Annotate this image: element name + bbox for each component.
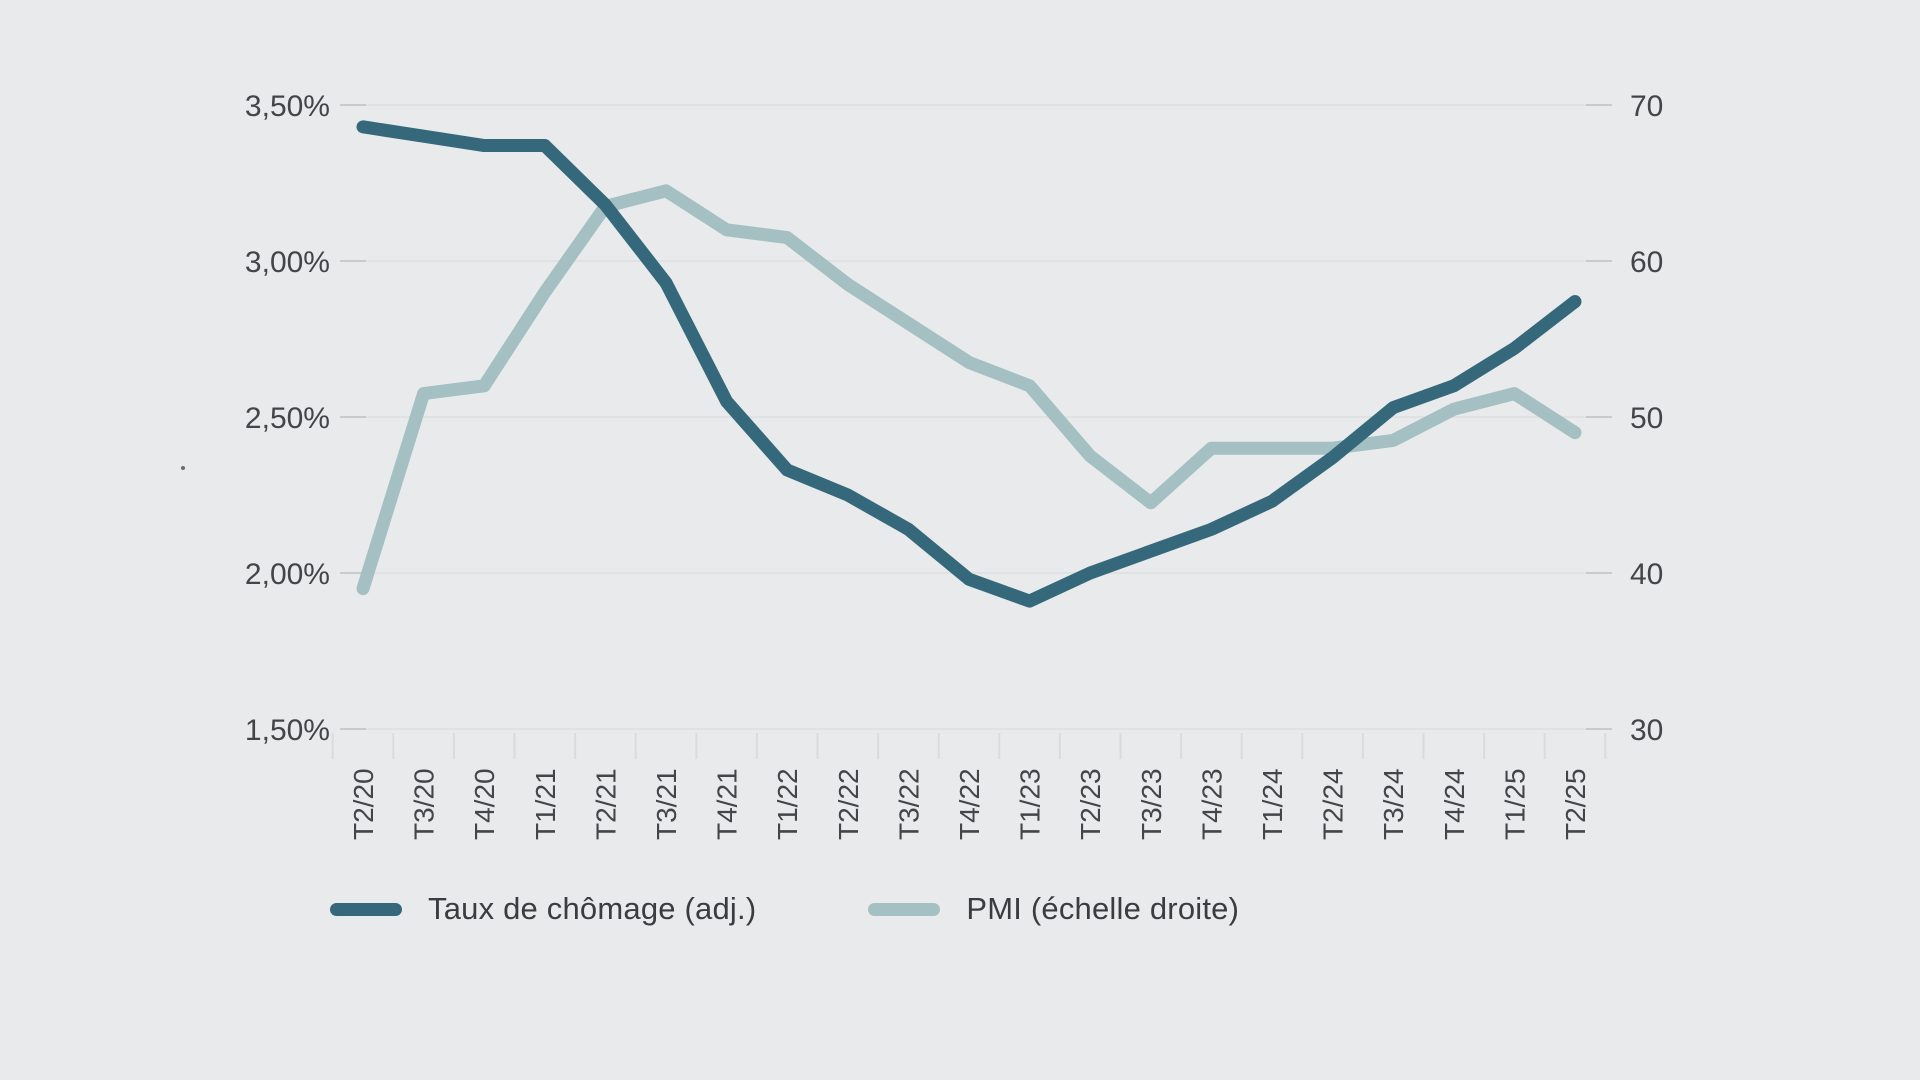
x-axis-tick-label: T3/21 <box>651 768 682 840</box>
x-axis-tick-label: T1/21 <box>530 768 561 840</box>
x-axis-tick-label: T1/24 <box>1257 768 1288 840</box>
x-axis-tick-label: T3/20 <box>409 768 440 840</box>
right-axis-tick-label: 60 <box>1630 246 1663 279</box>
left-axis-tick-label: 2,00% <box>245 558 330 591</box>
x-axis-tick-label: T4/23 <box>1196 768 1227 840</box>
series-line-unemployment <box>356 120 1582 608</box>
x-axis-tick-label: T3/22 <box>893 768 924 840</box>
dust-speck <box>181 466 185 470</box>
x-axis-tick-label: T3/23 <box>1136 768 1167 840</box>
x-axis-tick-label: T4/22 <box>954 768 985 840</box>
legend: Taux de chômage (adj.) PMI (échelle droi… <box>330 891 1239 927</box>
left-axis-tick-label: 1,50% <box>245 714 330 747</box>
right-axis-tick-label: 40 <box>1630 558 1663 591</box>
legend-item-pmi: PMI (échelle droite) <box>868 891 1239 927</box>
legend-label-pmi: PMI (échelle droite) <box>966 891 1240 926</box>
x-axis-tick-label: T4/21 <box>712 768 743 840</box>
x-axis-tick-label: T2/20 <box>348 768 379 840</box>
legend-label-unemployment: Taux de chômage (adj.) <box>428 891 757 926</box>
x-axis-tick-label: T4/20 <box>469 768 500 840</box>
left-axis-tick-label: 3,00% <box>245 246 330 279</box>
left-axis-tick-label: 2,50% <box>245 402 330 435</box>
x-axis-tick-label: T2/22 <box>833 768 864 840</box>
x-axis-tick-label: T2/23 <box>1075 768 1106 840</box>
right-axis-tick-label: 30 <box>1630 714 1663 747</box>
series-line-pmi <box>356 184 1582 596</box>
right-axis-tick-label: 50 <box>1630 402 1663 435</box>
x-axis-tick-label: T4/24 <box>1439 768 1470 840</box>
legend-item-unemployment: Taux de chômage (adj.) <box>330 891 756 927</box>
left-axis-tick-label: 3,50% <box>245 90 330 123</box>
x-axis-tick-label: T1/25 <box>1499 768 1530 840</box>
right-axis-tick-label: 70 <box>1630 90 1663 123</box>
x-axis-tick-label: T2/24 <box>1318 768 1349 840</box>
x-axis-tick-label: T2/25 <box>1560 768 1591 840</box>
x-axis-tick-label: T1/23 <box>1015 768 1046 840</box>
x-axis-tick-label: T3/24 <box>1378 768 1409 840</box>
legend-swatch-pmi <box>868 902 941 916</box>
x-axis-tick-label: T1/22 <box>772 768 803 840</box>
x-axis-tick-label: T2/21 <box>590 768 621 840</box>
legend-swatch-unemployment <box>330 902 402 916</box>
